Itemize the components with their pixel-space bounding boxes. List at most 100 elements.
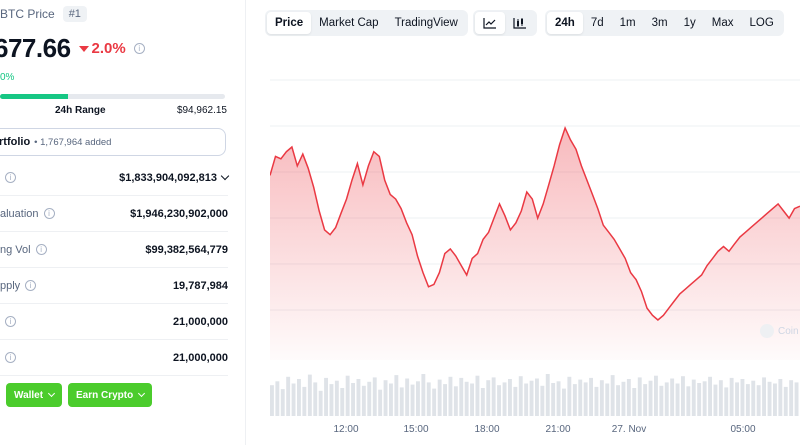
- volume-bar: [578, 379, 583, 416]
- x-tick-label: 18:00: [474, 424, 499, 435]
- range-label: 24h Range: [55, 105, 106, 116]
- volume-bar: [302, 386, 307, 416]
- volume-bar: [648, 380, 653, 416]
- wallet-button[interactable]: Wallet: [6, 383, 63, 407]
- info-icon[interactable]: i: [35, 244, 47, 255]
- tab-tradingview[interactable]: TradingView: [394, 17, 458, 29]
- stat-label: i: [0, 352, 16, 363]
- volume-bar: [324, 377, 328, 416]
- stat-value-text: 21,000,000: [172, 315, 228, 328]
- volume-bar: [697, 383, 702, 416]
- price-chart[interactable]: 12:00 15:00 18:00 21:00 27. Nov 05:00: [269, 40, 800, 445]
- portfolio-added-count: • 1,767,964 added: [34, 136, 112, 148]
- volume-bar: [713, 384, 718, 416]
- range-24h[interactable]: 24h: [547, 12, 583, 34]
- tab-price[interactable]: Price: [267, 12, 312, 34]
- volume-bar: [470, 383, 474, 416]
- earn-crypto-button[interactable]: Earn Crypto: [68, 383, 153, 407]
- volume-bar: [740, 379, 745, 416]
- volume-bar: [621, 381, 626, 416]
- volume-bar: [270, 385, 274, 416]
- range-1m[interactable]: 1m: [619, 17, 636, 29]
- volume-bar: [334, 380, 339, 416]
- volume-bar: [626, 379, 631, 416]
- chevron-down-icon: [138, 389, 146, 398]
- stat-value-text: $1,946,230,902,000: [130, 207, 228, 220]
- add-to-portfolio-button[interactable]: rtfolio • 1,767,964 added: [0, 128, 226, 156]
- info-icon[interactable]: i: [5, 172, 16, 183]
- range-7d[interactable]: 7d: [590, 17, 604, 29]
- stat-label-text: ng Vol: [0, 243, 31, 256]
- volume-bar: [394, 375, 399, 416]
- line-chart-button[interactable]: [475, 12, 505, 34]
- volume-bar: [681, 376, 685, 416]
- info-icon[interactable]: i: [133, 43, 145, 54]
- volume-bar: [562, 388, 566, 416]
- volume-bar: [378, 389, 383, 416]
- volume-bar: [767, 381, 772, 416]
- stat-row: i $1,833,904,092,813: [0, 160, 230, 196]
- info-icon[interactable]: i: [5, 316, 16, 327]
- volume-bar: [724, 387, 729, 416]
- volume-bar: [599, 380, 604, 416]
- volume-bar: [351, 383, 355, 416]
- candlestick-chart-button[interactable]: [505, 12, 535, 34]
- chevron-down-icon[interactable]: [220, 171, 230, 181]
- stat-label-text: aluation: [0, 207, 39, 220]
- rank-badge: #1: [62, 6, 87, 22]
- volume-bar: [410, 384, 415, 416]
- volume-bar: [486, 380, 491, 416]
- volume-bar: [437, 379, 442, 416]
- volume-bar: [540, 385, 545, 416]
- volume-bar: [529, 380, 534, 416]
- stat-label-text: pply: [0, 279, 21, 292]
- stat-value: 21,000,000: [173, 316, 228, 328]
- range-max[interactable]: Max: [711, 17, 734, 29]
- info-icon[interactable]: i: [43, 208, 55, 219]
- volume-bar: [513, 386, 518, 416]
- coin-summary-panel: BTC Price #1 677.66 2.0% i 0% 24h Range …: [0, 0, 232, 445]
- volume-bar: [453, 386, 458, 416]
- volume-bar: [756, 385, 761, 416]
- volume-bar: [594, 386, 599, 416]
- tab-market-cap[interactable]: Market Cap: [319, 17, 379, 29]
- range-1y[interactable]: 1y: [683, 17, 696, 29]
- volume-bar: [426, 382, 431, 416]
- info-icon[interactable]: i: [25, 280, 37, 291]
- coin-price-label: BTC Price: [0, 7, 55, 21]
- range-log[interactable]: LOG: [749, 17, 774, 29]
- volume-bar: [686, 386, 691, 416]
- watermark-text: Coin: [778, 325, 799, 337]
- candlestick-chart-icon: [513, 18, 526, 29]
- volume-bar: [399, 387, 404, 416]
- volume-bar: [572, 384, 577, 416]
- volume-bar: [773, 383, 777, 416]
- volume-bar: [502, 382, 507, 416]
- volume-bar: [567, 376, 572, 416]
- volume-bar: [307, 374, 312, 416]
- stat-label: i: [0, 172, 16, 183]
- volume-bar: [389, 383, 393, 416]
- stat-row: pply i 19,787,984: [0, 268, 228, 304]
- range-3m[interactable]: 3m: [651, 17, 668, 29]
- volume-bar: [497, 385, 501, 416]
- range-bar: [0, 94, 225, 99]
- x-tick-label: 21:00: [545, 424, 570, 435]
- volume-bar: [491, 377, 496, 416]
- volume-bar: [297, 379, 301, 416]
- volume-bar: [280, 389, 285, 416]
- x-tick-label: 27. Nov: [612, 424, 646, 435]
- chevron-down-icon: [48, 389, 56, 398]
- btc-change: 0%: [0, 72, 15, 83]
- volume-bar: [432, 388, 437, 416]
- current-price: 677.66: [0, 33, 71, 63]
- coingecko-logo-icon: [760, 324, 774, 338]
- panel-divider: [245, 0, 246, 445]
- stat-label: aluation i: [0, 208, 55, 220]
- volume-bar: [610, 375, 615, 416]
- volume-bar: [632, 388, 637, 416]
- info-icon[interactable]: i: [5, 352, 16, 363]
- volume-bar: [313, 382, 318, 416]
- price-change-value: 2.0%: [91, 40, 126, 57]
- volume-bar: [459, 377, 464, 416]
